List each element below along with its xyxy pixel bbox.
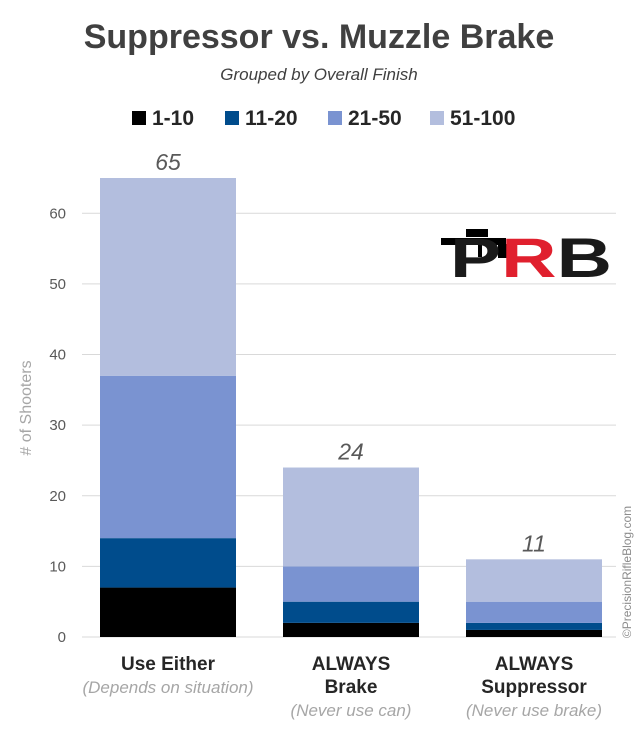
y-tick-label: 60	[49, 205, 66, 222]
legend-swatch	[225, 111, 239, 125]
y-tick-label: 10	[49, 558, 66, 575]
bar-segment	[466, 622, 602, 630]
y-tick-label: 40	[49, 347, 66, 364]
total-label: 65	[155, 149, 181, 175]
category-label: Suppressor	[481, 677, 587, 698]
bar-segment	[466, 601, 602, 623]
category-label: ALWAYS	[312, 654, 391, 675]
category-sublabel: (Depends on situation)	[82, 678, 253, 697]
y-tick-label: 50	[49, 276, 66, 293]
legend: 1-10 11-20 21-50 51-100	[132, 107, 515, 130]
category-sublabel: (Never use brake)	[466, 701, 602, 720]
bar-segment	[283, 566, 419, 602]
logo-letter-r: R	[501, 226, 556, 289]
total-label: 24	[337, 439, 364, 465]
y-tick-label: 20	[49, 488, 66, 505]
legend-label: 51-100	[450, 107, 515, 130]
legend-item: 21-50	[328, 107, 402, 130]
logo-letter-p: P	[450, 226, 501, 289]
category-sublabel: (Never use can)	[291, 701, 412, 720]
y-tick-label: 30	[49, 417, 66, 434]
svg-text:PRB: PRB	[450, 226, 612, 289]
category-label: Brake	[325, 677, 378, 698]
bar-segment	[466, 559, 602, 602]
legend-label: 11-20	[245, 107, 298, 130]
total-label: 11	[522, 530, 546, 556]
chart-title: Suppressor vs. Muzzle Brake	[84, 18, 555, 56]
legend-item: 51-100	[430, 107, 515, 130]
legend-item: 11-20	[225, 107, 298, 130]
x-axis-categories: Use Either(Depends on situation)ALWAYSBr…	[82, 654, 602, 720]
total-labels: 65 24 11	[155, 149, 546, 556]
legend-label: 21-50	[348, 107, 402, 130]
bar-segment	[466, 629, 602, 637]
rifle-icon	[441, 229, 508, 258]
chart-subtitle: Grouped by Overall Finish	[220, 65, 417, 84]
legend-swatch	[430, 111, 444, 125]
bar-segment	[283, 622, 419, 637]
legend-swatch	[328, 111, 342, 125]
legend-label: 1-10	[152, 107, 194, 130]
logo-letter-b: B	[557, 226, 612, 289]
bar-segment	[100, 587, 236, 637]
legend-swatch	[132, 111, 146, 125]
copyright-text: ©PrecisionRifleBlog.com	[620, 506, 634, 638]
category-label: ALWAYS	[495, 654, 574, 675]
y-axis-label: # of Shooters	[18, 360, 35, 455]
legend-item: 1-10	[132, 107, 194, 130]
y-tick-label: 0	[58, 629, 66, 646]
bar-segment	[100, 375, 236, 539]
bar-segment	[283, 601, 419, 623]
bar-segment	[100, 178, 236, 376]
category-label: Use Either	[121, 654, 216, 675]
y-axis-ticks: 0 10 20 30 40 50 60	[49, 205, 66, 646]
bar-segment	[283, 467, 419, 567]
bars	[100, 178, 602, 637]
bar-segment	[100, 538, 236, 588]
